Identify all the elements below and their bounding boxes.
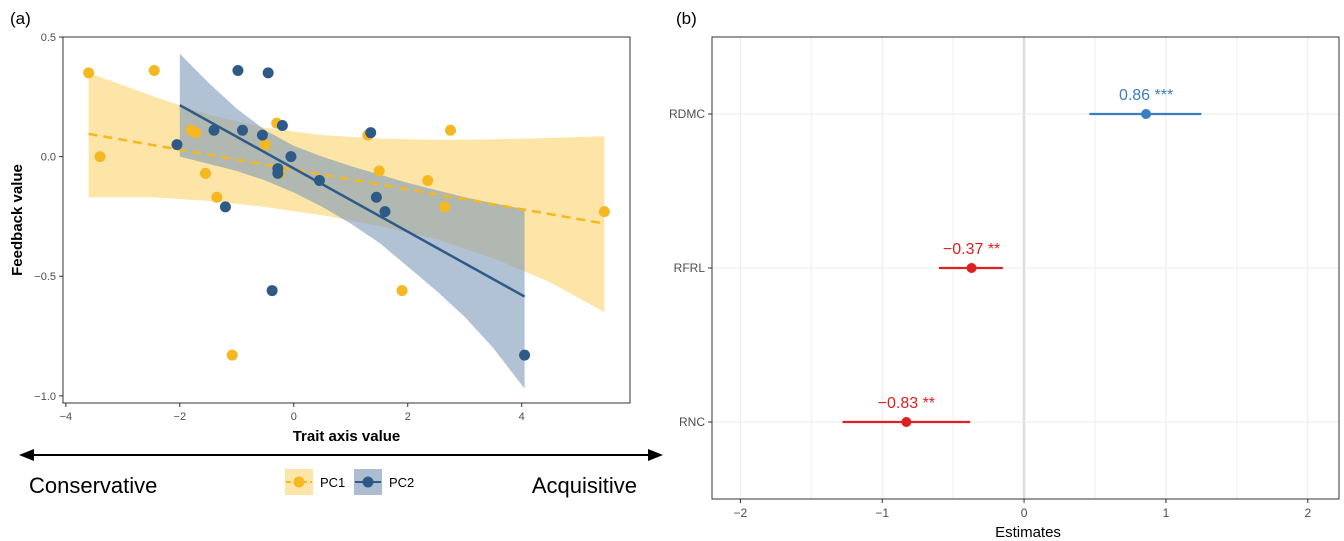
panel-b-x-axis-label: Estimates	[995, 524, 1061, 541]
panel-a-y-axis-label: Feedback value	[9, 164, 26, 276]
row-label-rfrl: RFRL	[674, 261, 706, 275]
panel-b-x-ticks: −2 −1 0 1 2	[734, 499, 1311, 520]
point-pc2-15	[379, 206, 391, 218]
point-pc2-4	[237, 124, 249, 136]
estimate-annotation-rnc: −0.83 **	[878, 395, 935, 412]
fit-line-pc2	[179, 104, 526, 298]
point-pc2-7	[266, 285, 278, 297]
panel-a-points	[83, 64, 610, 361]
point-pc2-0	[171, 139, 183, 151]
b-x-tick-label-3: 1	[1163, 506, 1170, 520]
point-pc1-13	[396, 285, 408, 297]
panel-b: (b) 0.86 *** −0.37 ** −0.83 ** −2 −1 0 1 2 RDM…	[669, 9, 1340, 541]
estimate-point-rnc	[901, 417, 912, 427]
x-tick-label-4: 4	[519, 411, 525, 423]
panel-a-x-ticks: −4 −2 0 2 4	[60, 403, 525, 423]
point-pc2-12	[313, 175, 325, 187]
point-pc1-12	[373, 165, 385, 177]
panel-a-plot-border	[62, 36, 631, 404]
conservative-label: Conservative	[29, 473, 157, 498]
panel-b-y-ticks: RDMC RFRL RNC	[669, 107, 712, 429]
point-pc2-14	[370, 191, 382, 203]
legend-pc1-marker	[293, 476, 305, 488]
point-pc2-9	[272, 167, 284, 179]
legend-pc2-marker	[362, 476, 374, 488]
panel-b-estimates: 0.86 *** −0.37 ** −0.83 **	[842, 87, 1202, 427]
x-tick-label-3: 2	[405, 411, 411, 423]
point-pc1-14	[422, 175, 434, 187]
point-pc1-15	[439, 201, 451, 213]
row-label-rdmc: RDMC	[669, 107, 705, 121]
point-pc2-3	[232, 64, 244, 76]
b-x-tick-label-0: −2	[734, 506, 748, 520]
point-pc1-8	[259, 139, 271, 151]
point-pc2-6	[262, 67, 274, 79]
conservative-acquisitive-arrow	[19, 449, 663, 461]
x-tick-label-0: −4	[60, 411, 73, 423]
row-label-rnc: RNC	[679, 415, 705, 429]
point-pc2-1	[208, 124, 220, 136]
point-pc1-2	[148, 64, 160, 76]
point-pc1-17	[598, 206, 610, 218]
panel-a-label: (a)	[10, 9, 31, 28]
panel-a-legend: PC1 PC2	[285, 469, 414, 495]
panel-a-x-axis-label: Trait axis value	[293, 428, 401, 445]
point-pc2-13	[365, 127, 377, 139]
estimate-annotation-rfrl: −0.37 **	[943, 241, 1000, 258]
point-pc2-10	[276, 120, 288, 132]
panel-b-label: (b)	[676, 9, 697, 28]
acquisitive-label: Acquisitive	[532, 473, 637, 498]
y-tick-label-0: −1.0	[34, 391, 56, 403]
estimate-point-rdmc	[1141, 109, 1152, 119]
arrow-left-head-icon	[19, 449, 34, 461]
y-tick-label-1: −0.5	[34, 271, 56, 283]
point-pc2-2	[219, 201, 231, 213]
estimate-point-rfrl	[966, 263, 977, 273]
point-pc2-16	[519, 349, 531, 361]
point-pc1-5	[199, 167, 211, 179]
legend-pc1-label: PC1	[320, 475, 345, 490]
x-tick-label-1: −2	[174, 411, 187, 423]
point-pc1-6	[211, 191, 223, 203]
b-x-tick-label-2: 0	[1021, 506, 1028, 520]
point-pc1-1	[94, 151, 106, 163]
point-pc1-16	[444, 124, 456, 136]
point-pc1-4	[190, 127, 202, 139]
estimate-annotation-rdmc: 0.86 ***	[1119, 87, 1173, 104]
legend-item-pc2: PC2	[354, 469, 414, 495]
panel-a: (a) −4 −2 0 2 4 −1.0 −0.5 0.0 0.5 Trait axis va…	[9, 9, 663, 498]
y-tick-label-2: 0.0	[41, 152, 56, 164]
panel-a-fit-lines	[88, 104, 605, 298]
arrow-right-head-icon	[648, 449, 663, 461]
point-pc2-11	[285, 151, 297, 163]
point-pc2-5	[256, 129, 268, 141]
point-pc1-7	[226, 349, 238, 361]
point-pc1-0	[83, 67, 95, 79]
x-tick-label-2: 0	[291, 411, 297, 423]
y-tick-label-3: 0.5	[41, 32, 56, 44]
b-x-tick-label-1: −1	[875, 506, 889, 520]
panel-a-y-ticks: −1.0 −0.5 0.0 0.5	[34, 32, 63, 403]
legend-item-pc1: PC1	[285, 469, 345, 495]
fit-line-pc1	[88, 132, 605, 225]
b-x-tick-label-4: 2	[1304, 506, 1311, 520]
legend-pc2-label: PC2	[389, 475, 414, 490]
